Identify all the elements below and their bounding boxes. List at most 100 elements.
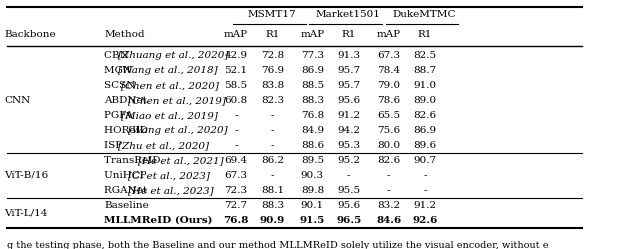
Text: [Zhuang et al., 2020]: [Zhuang et al., 2020]	[118, 51, 228, 60]
Text: 89.5: 89.5	[301, 156, 324, 165]
Text: -: -	[271, 171, 274, 180]
Text: 75.6: 75.6	[377, 126, 400, 135]
Text: Market1501: Market1501	[316, 10, 381, 19]
Text: 88.3: 88.3	[301, 96, 324, 105]
Text: g the testing phase, both the Baseline and our method MLLMReID solely utilize th: g the testing phase, both the Baseline a…	[7, 241, 548, 249]
Text: 42.9: 42.9	[225, 51, 248, 60]
Text: 88.1: 88.1	[261, 186, 284, 195]
Text: [Wang et al., 2018]: [Wang et al., 2018]	[118, 66, 218, 75]
Text: 72.8: 72.8	[261, 51, 284, 60]
Text: 80.0: 80.0	[377, 141, 400, 150]
Text: 91.0: 91.0	[413, 81, 436, 90]
Text: 83.8: 83.8	[261, 81, 284, 90]
Text: 52.1: 52.1	[225, 66, 248, 75]
Text: 69.4: 69.4	[225, 156, 248, 165]
Text: ViT-L/14: ViT-L/14	[4, 208, 48, 217]
Text: 76.9: 76.9	[261, 66, 284, 75]
Text: 82.6: 82.6	[377, 156, 400, 165]
Text: 91.2: 91.2	[337, 111, 360, 120]
Text: MLLMReID (Ours): MLLMReID (Ours)	[104, 216, 212, 225]
Text: 86.2: 86.2	[261, 156, 284, 165]
Text: -: -	[423, 186, 427, 195]
Text: [He et al., 2023]: [He et al., 2023]	[128, 186, 214, 195]
Text: 94.2: 94.2	[337, 126, 360, 135]
Text: Baseline: Baseline	[104, 201, 149, 210]
Text: 95.2: 95.2	[337, 156, 360, 165]
Text: 89.6: 89.6	[413, 141, 436, 150]
Text: ABDNet: ABDNet	[104, 96, 150, 105]
Text: mAP: mAP	[300, 30, 324, 39]
Text: RGANet: RGANet	[104, 186, 150, 195]
Text: 88.6: 88.6	[301, 141, 324, 150]
Text: MGN: MGN	[104, 66, 136, 75]
Text: 92.6: 92.6	[412, 216, 438, 225]
Text: [Chen et al., 2019]: [Chen et al., 2019]	[128, 96, 226, 105]
Text: 90.7: 90.7	[413, 156, 436, 165]
Text: mAP: mAP	[224, 30, 248, 39]
Text: ViT-B/16: ViT-B/16	[4, 171, 49, 180]
Text: -: -	[271, 126, 274, 135]
Text: 79.0: 79.0	[377, 81, 400, 90]
Text: [Ci et al., 2023]: [Ci et al., 2023]	[128, 171, 210, 180]
Text: 95.7: 95.7	[337, 81, 360, 90]
Text: R1: R1	[342, 30, 356, 39]
Text: [Zhu et al., 2020]: [Zhu et al., 2020]	[118, 141, 209, 150]
Text: 78.4: 78.4	[377, 66, 400, 75]
Text: CBN: CBN	[104, 51, 132, 60]
Text: -: -	[234, 111, 238, 120]
Text: 72.7: 72.7	[225, 201, 248, 210]
Text: 90.1: 90.1	[301, 201, 324, 210]
Text: 95.6: 95.6	[337, 201, 360, 210]
Text: 82.6: 82.6	[413, 111, 436, 120]
Text: 76.8: 76.8	[223, 216, 249, 225]
Text: 84.9: 84.9	[301, 126, 324, 135]
Text: -: -	[271, 111, 274, 120]
Text: 95.3: 95.3	[337, 141, 360, 150]
Text: [Miao et al., 2019]: [Miao et al., 2019]	[121, 111, 218, 120]
Text: MSMT17: MSMT17	[248, 10, 296, 19]
Text: 72.3: 72.3	[225, 186, 248, 195]
Text: CNN: CNN	[4, 96, 31, 105]
Text: 95.5: 95.5	[337, 186, 360, 195]
Text: 82.5: 82.5	[413, 51, 436, 60]
Text: 88.5: 88.5	[301, 81, 324, 90]
Text: SCSN: SCSN	[104, 81, 139, 90]
Text: R1: R1	[266, 30, 280, 39]
Text: 78.6: 78.6	[377, 96, 400, 105]
Text: 77.3: 77.3	[301, 51, 324, 60]
Text: 90.9: 90.9	[260, 216, 285, 225]
Text: ISP: ISP	[104, 141, 125, 150]
Text: [He et al., 2021]: [He et al., 2021]	[138, 156, 224, 165]
Text: 89.0: 89.0	[413, 96, 436, 105]
Text: 60.8: 60.8	[225, 96, 248, 105]
Text: -: -	[234, 141, 238, 150]
Text: 86.9: 86.9	[301, 66, 324, 75]
Text: [Chen et al., 2020]: [Chen et al., 2020]	[121, 81, 219, 90]
Text: 96.5: 96.5	[336, 216, 362, 225]
Text: PGFA: PGFA	[104, 111, 136, 120]
Text: 95.7: 95.7	[337, 66, 360, 75]
Text: R1: R1	[418, 30, 432, 39]
Text: 88.3: 88.3	[261, 201, 284, 210]
Text: 67.3: 67.3	[225, 171, 248, 180]
Text: 65.5: 65.5	[377, 111, 400, 120]
Text: 83.2: 83.2	[377, 201, 400, 210]
Text: 91.3: 91.3	[337, 51, 360, 60]
Text: -: -	[347, 171, 351, 180]
Text: 58.5: 58.5	[225, 81, 248, 90]
Text: mAP: mAP	[376, 30, 401, 39]
Text: -: -	[234, 126, 238, 135]
Text: Method: Method	[104, 30, 145, 39]
Text: 82.3: 82.3	[261, 96, 284, 105]
Text: [Wang et al., 2020]: [Wang et al., 2020]	[128, 126, 227, 135]
Text: 91.5: 91.5	[300, 216, 325, 225]
Text: TransReID: TransReID	[104, 156, 164, 165]
Text: Backbone: Backbone	[4, 30, 56, 39]
Text: UniHCP: UniHCP	[104, 171, 150, 180]
Text: 89.8: 89.8	[301, 186, 324, 195]
Text: 90.3: 90.3	[301, 171, 324, 180]
Text: -: -	[387, 171, 390, 180]
Text: 86.9: 86.9	[413, 126, 436, 135]
Text: 76.8: 76.8	[301, 111, 324, 120]
Text: DukeMTMC: DukeMTMC	[393, 10, 456, 19]
